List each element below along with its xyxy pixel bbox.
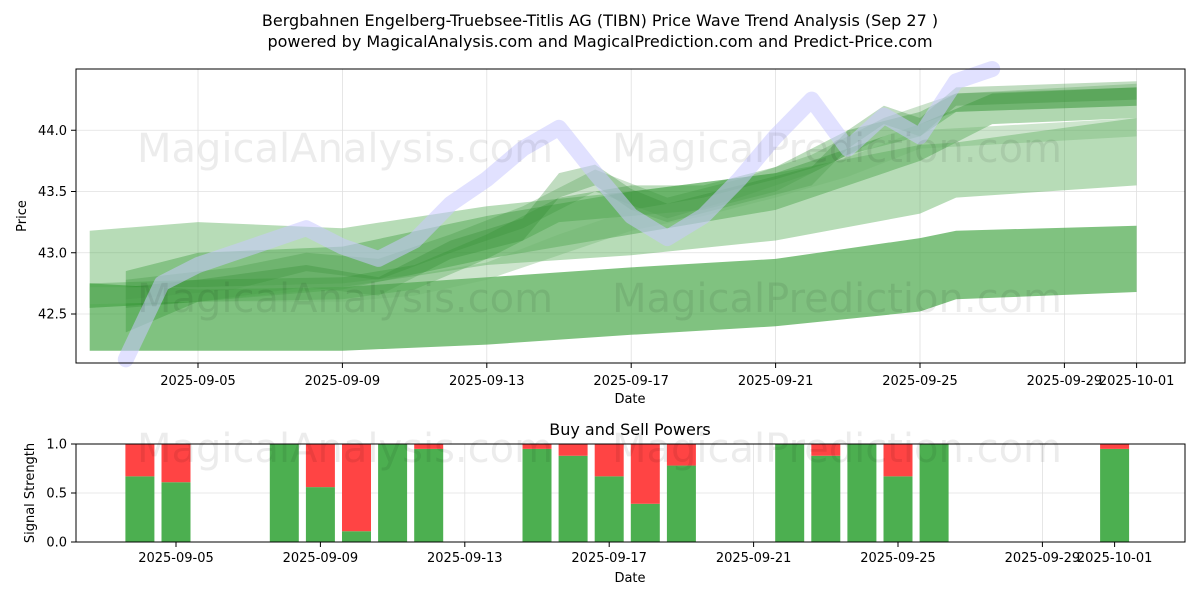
sell-bar-2025-09-25 <box>883 444 913 477</box>
top-watermarks: MagicalAnalysis.com MagicalPrediction.co… <box>137 126 1062 322</box>
bottom-x-tick-label-7: 2025-10-01 <box>1077 551 1153 566</box>
bottom-y-tick-label-0: 0.0 <box>46 536 67 551</box>
sell-bar-2025-09-17 <box>594 444 624 477</box>
top-y-tick-label-0: 42.5 <box>38 308 67 323</box>
buy-bar-2025-09-22 <box>775 444 805 542</box>
buy-bar-2025-09-24 <box>847 444 877 542</box>
buy-bar-2025-09-16 <box>558 455 588 542</box>
top-y-tick-label-1: 43.0 <box>38 246 67 261</box>
sell-bar-2025-09-15 <box>522 444 552 449</box>
bottom-x-axis-label: Date <box>614 571 645 586</box>
watermark-prediction-bottom: MagicalPrediction.com <box>612 426 1062 472</box>
bottom-x-tick-label-3: 2025-09-17 <box>571 551 647 566</box>
wave-short-2 <box>125 83 1137 300</box>
buy-bar-2025-10-01 <box>1100 448 1130 542</box>
bottom-axes: 2025-09-05 2025-09-09 2025-09-13 2025-09-17… <box>46 438 1152 567</box>
buy-bar-2025-09-25 <box>883 476 913 542</box>
bottom-x-tick-label-5: 2025-09-25 <box>860 551 936 566</box>
buy-bar-2025-09-11 <box>378 444 408 542</box>
top-x-axis-label: Date <box>614 392 645 407</box>
bottom-x-tick-label-6: 2025-09-29 <box>1005 551 1081 566</box>
bottom-x-tick-label-4: 2025-09-21 <box>716 551 792 566</box>
watermark-analysis-bottom: MagicalAnalysis.com <box>137 426 553 472</box>
sell-bar-2025-09-05 <box>161 444 191 483</box>
sell-bar-2025-09-09 <box>305 444 335 488</box>
bottom-y-axis-label: Signal Strength <box>23 443 38 543</box>
top-x-tick-label-7: 2025-10-01 <box>1099 374 1175 389</box>
top-x-tick-label-2: 2025-09-13 <box>449 374 525 389</box>
buy-bar-2025-09-26 <box>919 444 949 542</box>
chart-title-line1: Bergbahnen Engelberg-Truebsee-Titlis AG … <box>262 11 938 30</box>
buy-bar-2025-09-23 <box>811 455 841 542</box>
top-y-tick-label-3: 44.0 <box>38 124 67 139</box>
wave-flat-2 <box>89 118 1137 305</box>
sell-bar-2025-09-16 <box>558 444 588 456</box>
buy-bar-2025-09-18 <box>630 503 660 542</box>
top-x-tick-label-4: 2025-09-21 <box>738 374 814 389</box>
sell-bar-2025-09-23 <box>811 444 841 456</box>
bottom-chart-title: Buy and Sell Powers <box>549 420 711 439</box>
top-axes: 2025-09-05 2025-09-09 2025-09-13 2025-09-17… <box>38 124 1174 389</box>
watermark-analysis-top: MagicalAnalysis.com <box>137 126 553 172</box>
watermark-prediction-mid: MagicalPrediction.com <box>612 276 1062 322</box>
top-plot-frame <box>75 68 1186 364</box>
bottom-x-tick-label-0: 2025-09-05 <box>138 551 214 566</box>
top-x-tick-label-6: 2025-09-29 <box>1027 374 1103 389</box>
sell-bar-2025-09-19 <box>666 444 696 466</box>
top-y-tick-label-2: 43.5 <box>38 185 67 200</box>
wave-long-lower <box>89 225 1137 351</box>
bottom-x-tick-label-2: 2025-09-13 <box>427 551 503 566</box>
wave-bands <box>89 81 1137 351</box>
buy-bar-2025-09-05 <box>161 482 191 542</box>
top-x-tick-label-0: 2025-09-05 <box>160 374 236 389</box>
wave-short-1 <box>125 81 1137 308</box>
top-x-tick-label-1: 2025-09-09 <box>305 374 381 389</box>
top-x-tick-label-5: 2025-09-25 <box>882 374 958 389</box>
sell-bar-2025-09-18 <box>630 444 660 504</box>
wave-long-upper <box>89 118 1137 308</box>
buy-bar-2025-09-08 <box>269 444 299 542</box>
price-line <box>117 61 1001 368</box>
bottom-watermarks: MagicalAnalysis.com MagicalPrediction.co… <box>137 426 1062 472</box>
buy-bar-2025-09-09 <box>305 487 335 542</box>
buy-bar-2025-09-12 <box>414 448 444 542</box>
sell-bar-2025-09-10 <box>342 444 371 532</box>
sell-bar-2025-09-12 <box>414 444 444 449</box>
watermark-prediction-top: MagicalPrediction.com <box>612 126 1062 172</box>
bottom-y-tick-label-1: 0.5 <box>46 487 67 502</box>
bottom-y-tick-label-2: 1.0 <box>46 438 67 453</box>
top-x-tick-label-3: 2025-09-17 <box>593 374 669 389</box>
chart-title-line2: powered by MagicalAnalysis.com and Magic… <box>267 32 932 51</box>
buy-bar-2025-09-15 <box>522 448 552 542</box>
buy-bar-2025-09-04 <box>125 476 155 542</box>
watermark-analysis-mid: MagicalAnalysis.com <box>137 276 553 322</box>
sell-bar-2025-09-04 <box>125 444 155 477</box>
buy-bar-2025-09-19 <box>666 465 696 542</box>
top-y-axis-label: Price <box>15 200 30 232</box>
bottom-x-tick-label-1: 2025-09-09 <box>283 551 359 566</box>
sell-bar-2025-10-01 <box>1100 444 1130 449</box>
buy-bar-2025-09-17 <box>594 476 624 542</box>
signal-bars <box>125 444 1130 542</box>
buy-bar-2025-09-10 <box>342 531 371 542</box>
price-line-group <box>117 61 1001 368</box>
